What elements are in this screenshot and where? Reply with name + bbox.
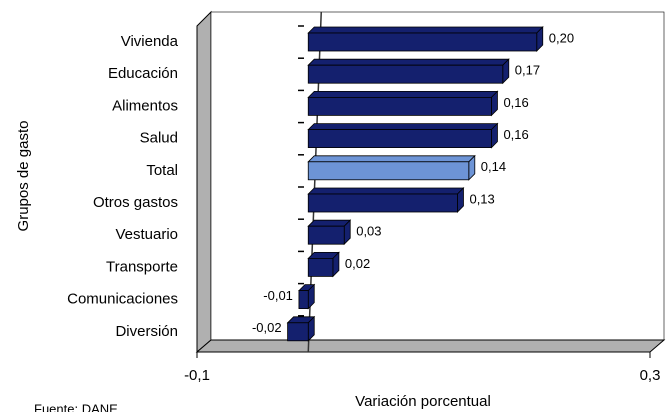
bar-top: [307, 155, 476, 163]
value-label: 0,03: [356, 224, 381, 239]
y-tick-label: Diversión: [115, 323, 178, 340]
bar-front: [307, 193, 458, 213]
value-label: 0,20: [549, 30, 574, 45]
y-tick-label: Vestuario: [115, 226, 178, 243]
y-tick-label: Alimentos: [112, 97, 178, 114]
bar-front: [287, 322, 309, 342]
y-tick-label: Total: [146, 162, 178, 179]
bar: [307, 90, 499, 117]
floor: [195, 339, 666, 353]
bar: [307, 122, 499, 149]
bar: [307, 251, 340, 278]
y-tick-label: Educación: [108, 65, 178, 82]
bar-front: [307, 97, 492, 116]
y-tick-label: Comunicaciones: [67, 291, 178, 308]
bar: [286, 315, 316, 342]
bar-front: [307, 129, 492, 149]
bar-top: [307, 58, 510, 66]
bar: [307, 187, 465, 213]
y-tick-label: Transporte: [106, 258, 178, 275]
bar: [307, 154, 476, 181]
bar: [307, 219, 352, 246]
y-axis-label: Grupos de gasto: [15, 121, 32, 232]
bar-top: [307, 26, 544, 34]
y-tick-label: Otros gastos: [93, 194, 178, 211]
bar-top: [307, 219, 352, 227]
value-label: 0,13: [469, 191, 494, 206]
source: Fuente: DANE: [34, 401, 118, 412]
bar: [307, 58, 510, 85]
value-label: -0,01: [263, 288, 293, 303]
x-axis-label: Variación porcentual: [355, 393, 491, 410]
value-label: 0,14: [481, 159, 506, 174]
bar-front: [307, 32, 538, 52]
bar-front: [307, 225, 345, 245]
bar-top: [307, 123, 499, 131]
value-label: 0,16: [503, 127, 528, 142]
value-label: 0,16: [503, 95, 528, 110]
value-label: 0,17: [515, 63, 540, 78]
bar-front: [307, 161, 470, 181]
y-tick-label: Vivienda: [121, 33, 179, 50]
y-tick-label: Salud: [140, 130, 178, 147]
bar: [307, 26, 544, 52]
bar-front: [307, 64, 504, 84]
side-wall: [196, 10, 212, 354]
x-tick-label: 0,3: [640, 367, 661, 384]
bar-front: [298, 290, 309, 310]
bar-front: [307, 257, 334, 277]
value-label: -0,02: [252, 320, 282, 335]
x-tick-label: -0,1: [184, 367, 210, 384]
value-label: 0,02: [345, 256, 370, 271]
bar: [297, 283, 316, 310]
bar-top: [307, 91, 499, 98]
bar-top: [307, 187, 465, 195]
